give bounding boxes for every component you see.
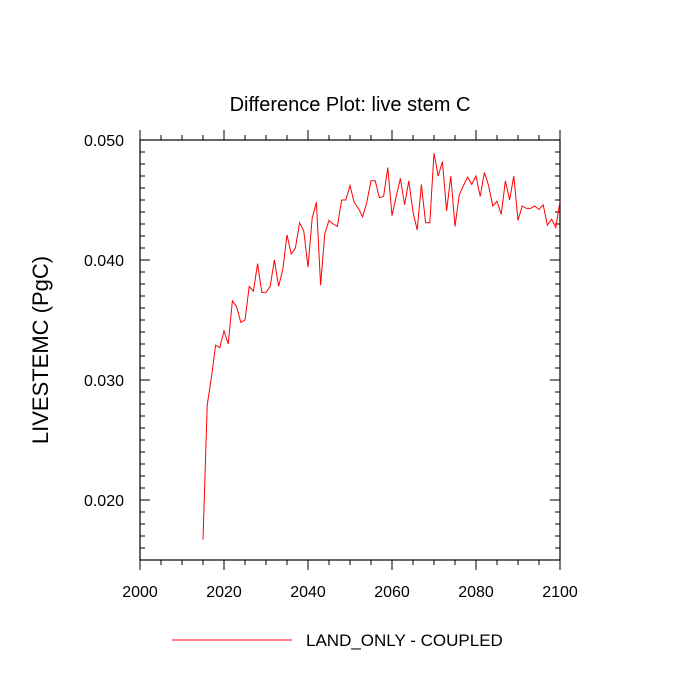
- legend: LAND_ONLY - COUPLED: [172, 631, 503, 650]
- legend-label: LAND_ONLY - COUPLED: [306, 631, 503, 650]
- x-tick-label: 2020: [206, 584, 242, 601]
- chart-title: Difference Plot: live stem C: [230, 94, 471, 116]
- x-tick-label: 2040: [290, 584, 326, 601]
- series-group: [202, 153, 561, 540]
- x-tick-label: 2080: [458, 584, 494, 601]
- y-tick-label: 0.020: [84, 493, 124, 510]
- series-line: [202, 153, 561, 540]
- y-tick-label: 0.040: [84, 253, 124, 270]
- x-tick-label: 2100: [542, 584, 578, 601]
- y-tick-label: 0.050: [84, 133, 124, 150]
- x-axis-tick-labels: 2000 2020 2040 2060 2080 2100: [122, 584, 578, 601]
- y-axis-ticks: [140, 139, 560, 561]
- x-tick-label: 2060: [374, 584, 410, 601]
- y-axis-label: LIVESTEMC (PgC): [28, 256, 53, 444]
- y-axis-tick-labels: 0.020 0.030 0.040 0.050: [84, 133, 124, 510]
- y-tick-label: 0.030: [84, 373, 124, 390]
- plot-border: [139, 139, 561, 561]
- plot-frame: [139, 139, 561, 561]
- x-axis-ticks: [139, 130, 561, 570]
- x-tick-label: 2000: [122, 584, 158, 601]
